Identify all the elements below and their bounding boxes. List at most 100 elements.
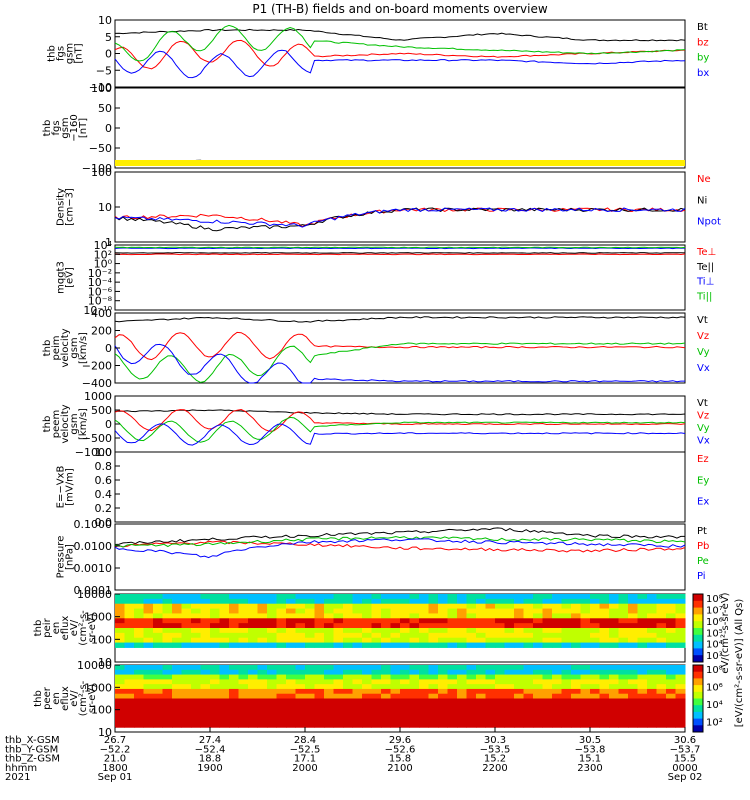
heatmap-cell	[609, 613, 619, 619]
heatmap-cell	[219, 613, 230, 619]
heatmap-cell	[580, 684, 591, 690]
heatmap-cell	[248, 623, 258, 629]
heatmap-cell	[286, 623, 296, 629]
heatmap-cell	[609, 708, 619, 714]
heatmap-cell	[191, 632, 201, 639]
heatmap-cell	[371, 698, 382, 704]
heatmap-cell	[675, 674, 686, 680]
heatmap-cell	[172, 632, 182, 639]
y-axis-label: eV/	[69, 690, 80, 707]
heatmap-cell	[428, 665, 439, 671]
heatmap-cell	[362, 717, 372, 723]
heatmap-cell	[333, 722, 344, 728]
heatmap-cell	[267, 669, 277, 676]
heatmap-cell	[191, 698, 201, 704]
heatmap-cell	[637, 684, 648, 690]
heatmap-cell	[419, 642, 429, 648]
heatmap-cell	[637, 722, 648, 728]
heatmap-cell	[590, 594, 600, 600]
heatmap-cell	[286, 703, 296, 709]
heatmap-cell	[390, 665, 401, 671]
heatmap-cell	[295, 598, 306, 605]
heatmap-cell	[134, 613, 144, 619]
series-line-Vt	[114, 316, 686, 323]
heatmap-cell	[257, 594, 268, 600]
heatmap-cell	[191, 623, 201, 629]
heatmap-cell	[115, 693, 125, 699]
heatmap-cell	[656, 623, 667, 629]
heatmap-cell	[476, 618, 486, 624]
series-line-Vy	[114, 342, 686, 383]
y-axis-label: −160	[69, 114, 80, 141]
heatmap-cell	[542, 674, 553, 680]
heatmap-cell	[504, 628, 515, 634]
heatmap-cell	[599, 613, 610, 619]
heatmap-cell	[400, 684, 410, 690]
heatmap-cell	[295, 674, 306, 680]
heatmap-cell	[476, 698, 486, 704]
heatmap-cell	[609, 598, 619, 605]
heatmap-cell	[495, 603, 505, 610]
heatmap-cell	[495, 608, 505, 614]
heatmap-cell	[314, 628, 325, 634]
heatmap-cell	[295, 669, 306, 676]
heatmap-cell	[286, 613, 296, 619]
heatmap-cell	[343, 613, 353, 619]
heatmap-cell	[238, 618, 249, 624]
heatmap-cell	[485, 618, 496, 624]
y-axis-label: eflux	[60, 616, 71, 641]
heatmap-cell	[191, 628, 201, 634]
heatmap-cell	[314, 598, 325, 605]
heatmap-cell	[200, 603, 211, 610]
heatmap-cell	[618, 722, 629, 728]
colorbar-tick-label: 10²	[706, 718, 723, 729]
heatmap-cell	[143, 623, 154, 629]
heatmap-cell	[115, 684, 125, 690]
bottom-value: 1800	[102, 763, 127, 774]
heatmap-cell	[457, 688, 467, 695]
heatmap-cell	[124, 632, 135, 639]
heatmap-cell	[476, 594, 486, 600]
heatmap-cell	[381, 703, 391, 709]
heatmap-cell	[219, 618, 230, 624]
heatmap-cell	[476, 703, 486, 709]
y-axis-label: eflux	[60, 686, 71, 711]
heatmap-cell	[200, 712, 211, 719]
colorbar-swatch	[693, 655, 703, 663]
heatmap-cell	[476, 679, 486, 685]
heatmap-cell	[675, 703, 686, 709]
heatmap-cell	[485, 598, 496, 605]
heatmap-cell	[675, 684, 686, 690]
heatmap-cell	[143, 613, 154, 619]
heatmap-cell	[400, 712, 410, 719]
heatmap-cell	[210, 628, 220, 634]
legend-entry: Ey	[697, 475, 709, 486]
heatmap-cell	[447, 665, 458, 671]
heatmap-cell	[314, 603, 325, 610]
heatmap-cell	[637, 632, 648, 639]
heatmap-cell	[219, 608, 230, 614]
heatmap-cell	[162, 628, 173, 634]
colorbar-frame	[692, 593, 704, 663]
heatmap-cell	[514, 722, 524, 728]
heatmap-cell	[210, 717, 220, 723]
heatmap-cell	[324, 674, 334, 680]
heatmap-cell	[495, 679, 505, 685]
legend-entry: Npot	[697, 217, 721, 228]
heatmap-cell	[305, 628, 315, 634]
heatmap-cell	[200, 688, 211, 695]
heatmap-cell	[542, 722, 553, 728]
heatmap-cell	[172, 698, 182, 704]
heatmap-cell	[504, 598, 515, 605]
y-axis-label: Pressure	[56, 536, 67, 579]
heatmap-cell	[666, 608, 676, 614]
heatmap-cell	[229, 613, 239, 619]
heatmap-cell	[371, 684, 382, 690]
heatmap-cell	[590, 632, 600, 639]
heatmap-cell	[457, 703, 467, 709]
heatmap-cell	[238, 632, 249, 639]
heatmap-cell	[666, 684, 676, 690]
bottom-value: 30.5	[579, 735, 601, 746]
heatmap-cell	[580, 637, 591, 644]
heatmap-cell	[276, 688, 287, 695]
